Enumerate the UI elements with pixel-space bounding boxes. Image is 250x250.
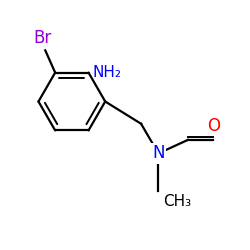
Text: NH₂: NH₂ bbox=[92, 65, 121, 80]
Text: Br: Br bbox=[34, 30, 52, 48]
Text: O: O bbox=[208, 117, 220, 135]
Text: N: N bbox=[152, 144, 164, 162]
Text: CH₃: CH₃ bbox=[163, 194, 192, 209]
